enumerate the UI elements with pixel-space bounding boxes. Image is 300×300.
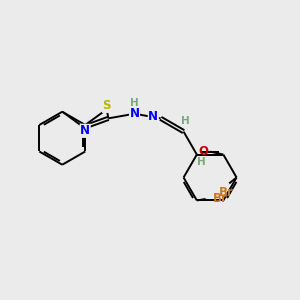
Text: N: N bbox=[80, 124, 90, 137]
Text: H: H bbox=[197, 157, 206, 167]
Text: H: H bbox=[181, 116, 189, 126]
Text: Br: Br bbox=[213, 193, 228, 206]
Text: N: N bbox=[148, 110, 158, 123]
Text: N: N bbox=[130, 107, 140, 120]
Text: H: H bbox=[130, 98, 139, 108]
Text: S: S bbox=[102, 99, 111, 112]
Text: Br: Br bbox=[219, 186, 234, 199]
Text: O: O bbox=[199, 145, 208, 158]
